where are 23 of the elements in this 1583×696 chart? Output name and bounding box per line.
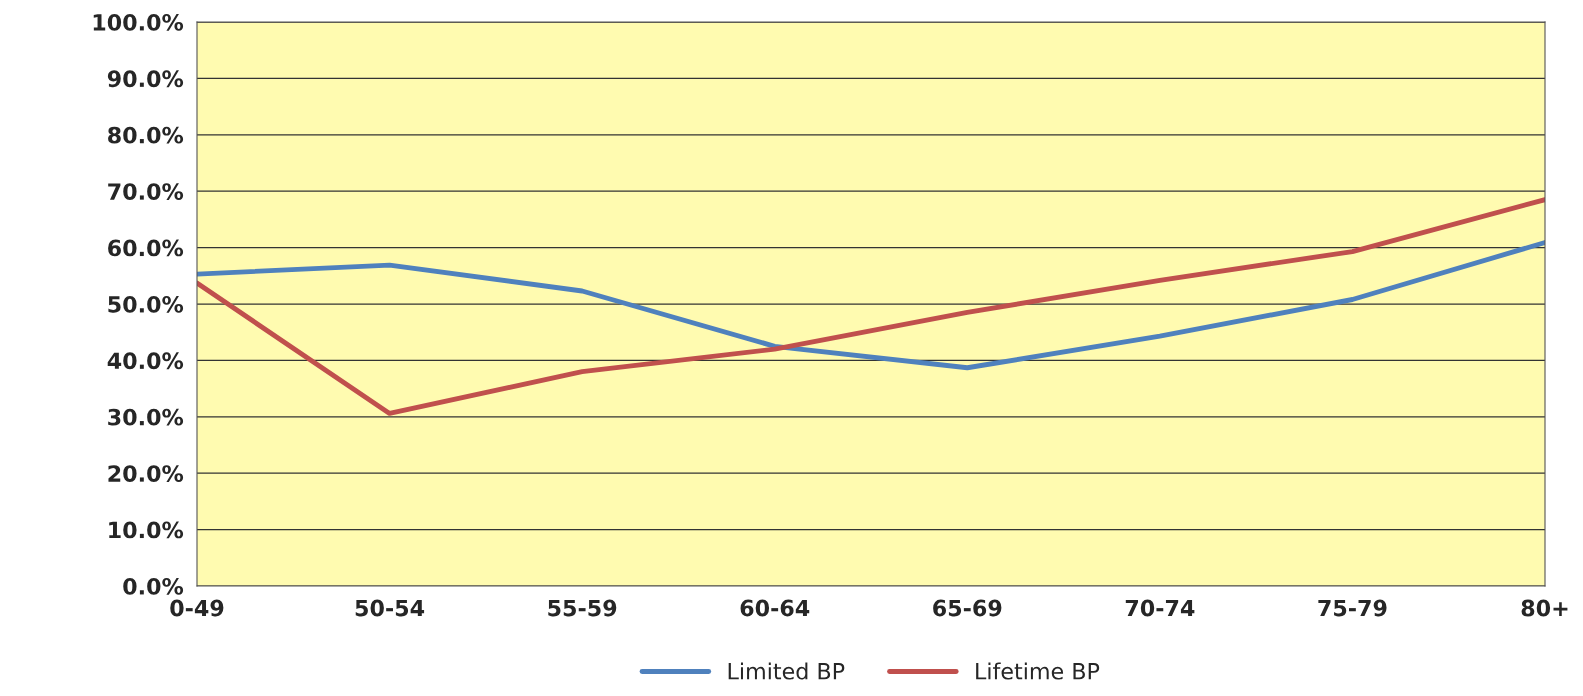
y-tick-label: 10.0% (109, 521, 184, 539)
legend-label: Limited BP (728, 662, 845, 680)
y-tick-label: 50.0% (108, 295, 184, 313)
y-tick-label: 70.0% (108, 183, 184, 200)
y-tick-label: 80.0% (108, 126, 184, 144)
y-tick-label: 40.0% (107, 352, 184, 370)
x-tick-label: 65-69 (933, 599, 1002, 617)
y-tick-label: 30.0% (108, 408, 184, 426)
line-series (197, 197, 1545, 416)
x-tick-label: 75-79 (1318, 599, 1387, 617)
line-series (197, 240, 1545, 371)
x-tick-label: 50-54 (355, 599, 425, 617)
y-tick-label: 0.0% (123, 577, 184, 595)
y-tick-label: 60.0% (108, 239, 184, 257)
x-tick-label: 55-59 (548, 599, 617, 617)
legend-label: Lifetime BP (976, 662, 1100, 680)
y-tick-label: 90.0% (107, 70, 184, 88)
x-tick-label: 80+ (1521, 599, 1568, 617)
x-tick-label: 0-49 (170, 599, 224, 617)
y-tick-label: 100.0% (93, 13, 184, 31)
y-tick-label: 20.0% (108, 465, 184, 482)
x-tick-label: 60-64 (740, 599, 810, 617)
x-tick-label: 70-74 (1125, 599, 1195, 617)
